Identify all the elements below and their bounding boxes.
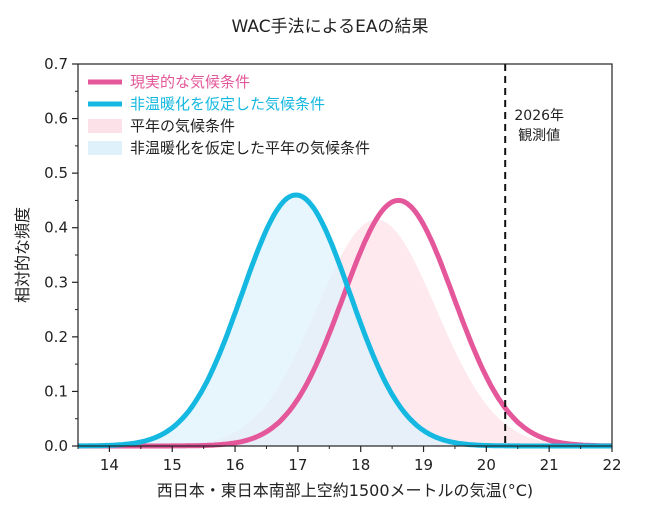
y-tick-label: 0.5 (44, 164, 68, 182)
series-area-3 (78, 197, 612, 446)
y-tick-label: 0.0 (44, 437, 68, 455)
x-tick-label: 16 (226, 456, 245, 474)
x-tick-label: 15 (163, 456, 182, 474)
legend-label-2: 平年の気候条件 (130, 117, 235, 135)
x-tick-label: 21 (540, 456, 559, 474)
legend: 現実的な気候条件非温暖化を仮定した気候条件平年の気候条件非温暖化を仮定した平年の… (88, 73, 370, 157)
x-tick-label: 18 (351, 456, 370, 474)
x-tick-label: 17 (288, 456, 307, 474)
y-axis-label: 相対的な頻度 (13, 207, 32, 303)
y-tick-label: 0.1 (44, 382, 68, 400)
legend-swatch-3 (88, 141, 122, 155)
x-tick-label: 14 (100, 456, 119, 474)
chart-title: WAC手法によるEAの結果 (232, 17, 429, 37)
legend-label-1: 非温暖化を仮定した気候条件 (130, 95, 325, 113)
legend-label-0: 現実的な気候条件 (130, 73, 250, 91)
y-axis: 0.0 0.1 0.2 0.3 0.4 0.5 0.6 0.7 (44, 55, 78, 455)
x-axis: 14 15 16 17 18 19 20 21 22 (77, 446, 622, 474)
y-tick-label: 0.6 (44, 110, 68, 128)
y-tick-label: 0.4 (44, 219, 68, 237)
x-axis-label: 西日本・東日本南部上空約1500メートルの気温(°C) (157, 481, 533, 500)
legend-label-3: 非温暖化を仮定した平年の気候条件 (130, 139, 370, 157)
observed-label-line-1: 2026年 (514, 108, 564, 124)
x-tick-label: 20 (477, 456, 496, 474)
y-tick-label: 0.7 (44, 55, 68, 73)
x-tick-label: 22 (602, 456, 621, 474)
area-layer (78, 197, 612, 446)
y-tick-label: 0.3 (44, 273, 68, 291)
y-tick-label: 0.2 (44, 328, 68, 346)
x-tick-label: 19 (414, 456, 433, 474)
observed-label-line-2: 観測値 (518, 127, 560, 144)
legend-swatch-2 (88, 119, 122, 133)
